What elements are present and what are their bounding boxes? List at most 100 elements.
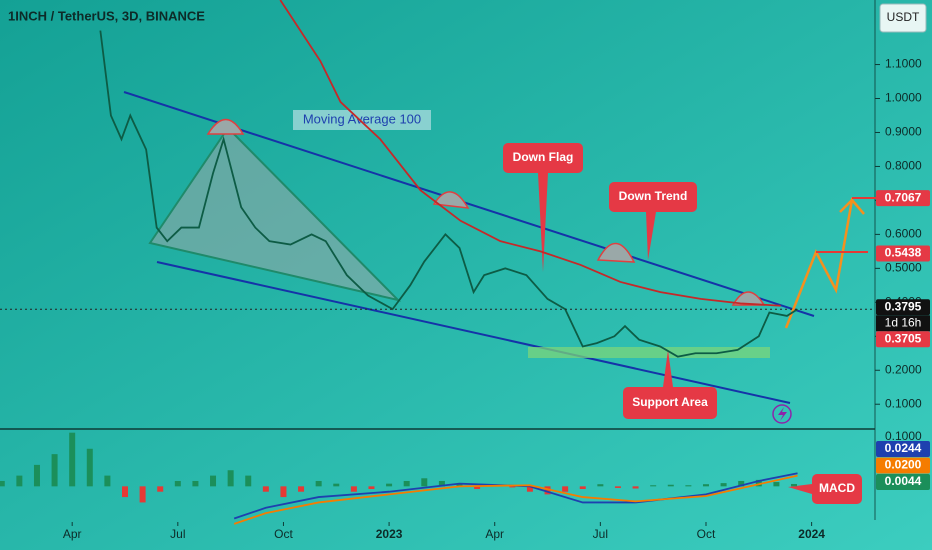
channel-bottom: [156, 261, 791, 404]
histogram-bar: [632, 486, 639, 489]
histogram-bar: [614, 486, 621, 488]
histogram-bar: [210, 475, 217, 487]
y-tick-label: 0.2000: [885, 362, 922, 376]
histogram-bar: [16, 475, 23, 487]
callout: [503, 143, 583, 173]
callout-text: MACD: [819, 481, 855, 495]
histogram-bar: [86, 448, 93, 487]
callout-pointer: [646, 212, 656, 260]
histogram-bar: [333, 483, 340, 487]
histogram-bar: [667, 484, 674, 487]
histogram-bar: [597, 484, 604, 487]
price-badge-label: 0.5438: [885, 246, 922, 260]
x-tick-label: Jul: [170, 527, 185, 541]
histogram-bar: [456, 483, 463, 487]
x-tick-label: Apr: [485, 527, 504, 541]
histogram-bar: [562, 486, 569, 492]
histogram-bar: [174, 480, 181, 487]
histogram-bar: [650, 485, 657, 487]
histogram-bar: [720, 483, 727, 487]
price-badge: [876, 245, 930, 262]
peak-marker: [206, 118, 245, 135]
histogram-bar: [122, 486, 128, 498]
histogram-bar: [738, 480, 745, 487]
flash-icon: [778, 407, 787, 421]
histogram-bar: [262, 486, 269, 492]
x-tick-label: 2024: [798, 527, 825, 541]
series-line: [233, 474, 798, 525]
histogram-bar: [315, 480, 322, 487]
series-line: [233, 472, 798, 520]
y-tick-label: 0.1000: [885, 429, 922, 443]
chart-title: 1INCH / TetherUS, 3D, BINANCE: [8, 8, 205, 23]
histogram-bar: [773, 482, 780, 487]
legend-entry: Moving Average 100: [303, 111, 421, 126]
peak-marker: [432, 191, 470, 209]
series-line: [279, 0, 781, 307]
histogram-bar: [139, 486, 146, 503]
histogram-bar: [438, 480, 445, 487]
histogram-bar: [280, 486, 287, 498]
callout: [812, 474, 862, 504]
histogram-bar: [350, 486, 357, 492]
flash-icon[interactable]: [772, 404, 792, 424]
unit-box[interactable]: [879, 3, 927, 33]
price-badge: [876, 441, 930, 457]
histogram-bar: [526, 486, 533, 492]
price-badge: [876, 331, 930, 348]
histogram-bar: [544, 486, 551, 495]
peak-marker: [596, 242, 636, 263]
histogram-bar: [421, 478, 428, 487]
countdown-label: 1d 16h: [885, 315, 922, 329]
histogram-bar: [579, 486, 586, 490]
callout-pointer: [538, 173, 548, 272]
histogram-bar: [157, 486, 164, 492]
histogram-bar: [69, 432, 76, 487]
histogram-bar: [227, 470, 234, 487]
histogram-bar: [509, 486, 516, 488]
histogram-bar: [245, 475, 252, 487]
callout-pointer: [788, 484, 812, 494]
price-badge: [876, 299, 930, 316]
histogram-bar: [368, 486, 375, 490]
x-tick-label: 2023: [376, 527, 403, 541]
callout: [609, 182, 697, 212]
y-tick-label: 0.5000: [885, 261, 922, 275]
histogram-bar: [33, 464, 40, 487]
price-badge-label: 0.0244: [885, 441, 922, 455]
histogram-bar: [104, 475, 111, 487]
histogram-bar: [755, 479, 762, 487]
price-badge-label: 0.3705: [885, 331, 922, 345]
histogram-bar: [0, 480, 5, 487]
y-tick-label: 0.9000: [885, 125, 922, 139]
x-tick-label: Oct: [274, 527, 293, 541]
histogram-bar: [685, 485, 692, 487]
price-badge-label: 0.7067: [885, 190, 922, 204]
callout-pointer: [663, 350, 673, 387]
histogram-bar: [474, 486, 481, 490]
ma-label-box: [293, 110, 431, 130]
series-line: [99, 30, 799, 358]
price-badge-label: 0.0044: [885, 474, 922, 488]
y-tick-label: 0.6000: [885, 227, 922, 241]
histogram-bar: [298, 486, 305, 492]
histogram-bar: [386, 483, 393, 487]
histogram-bar: [702, 484, 709, 487]
x-tick-label: Jul: [593, 527, 608, 541]
price-badge-label: 0.3795: [885, 299, 922, 313]
price-badge-label: 0.0200: [885, 458, 922, 472]
histogram-bar: [192, 480, 199, 487]
countdown-badge: [876, 315, 930, 332]
callout-text: Down Trend: [619, 189, 688, 203]
support-zone: [528, 347, 770, 358]
x-tick-label: Oct: [697, 527, 716, 541]
y-tick-label: 0.1000: [885, 396, 922, 410]
x-tick-label: Apr: [63, 527, 82, 541]
callout: [623, 387, 717, 419]
histogram-bar: [51, 454, 58, 487]
y-tick-label: 1.1000: [885, 57, 922, 71]
y-tick-label: 1.0000: [885, 91, 922, 105]
price-badge: [876, 190, 930, 207]
